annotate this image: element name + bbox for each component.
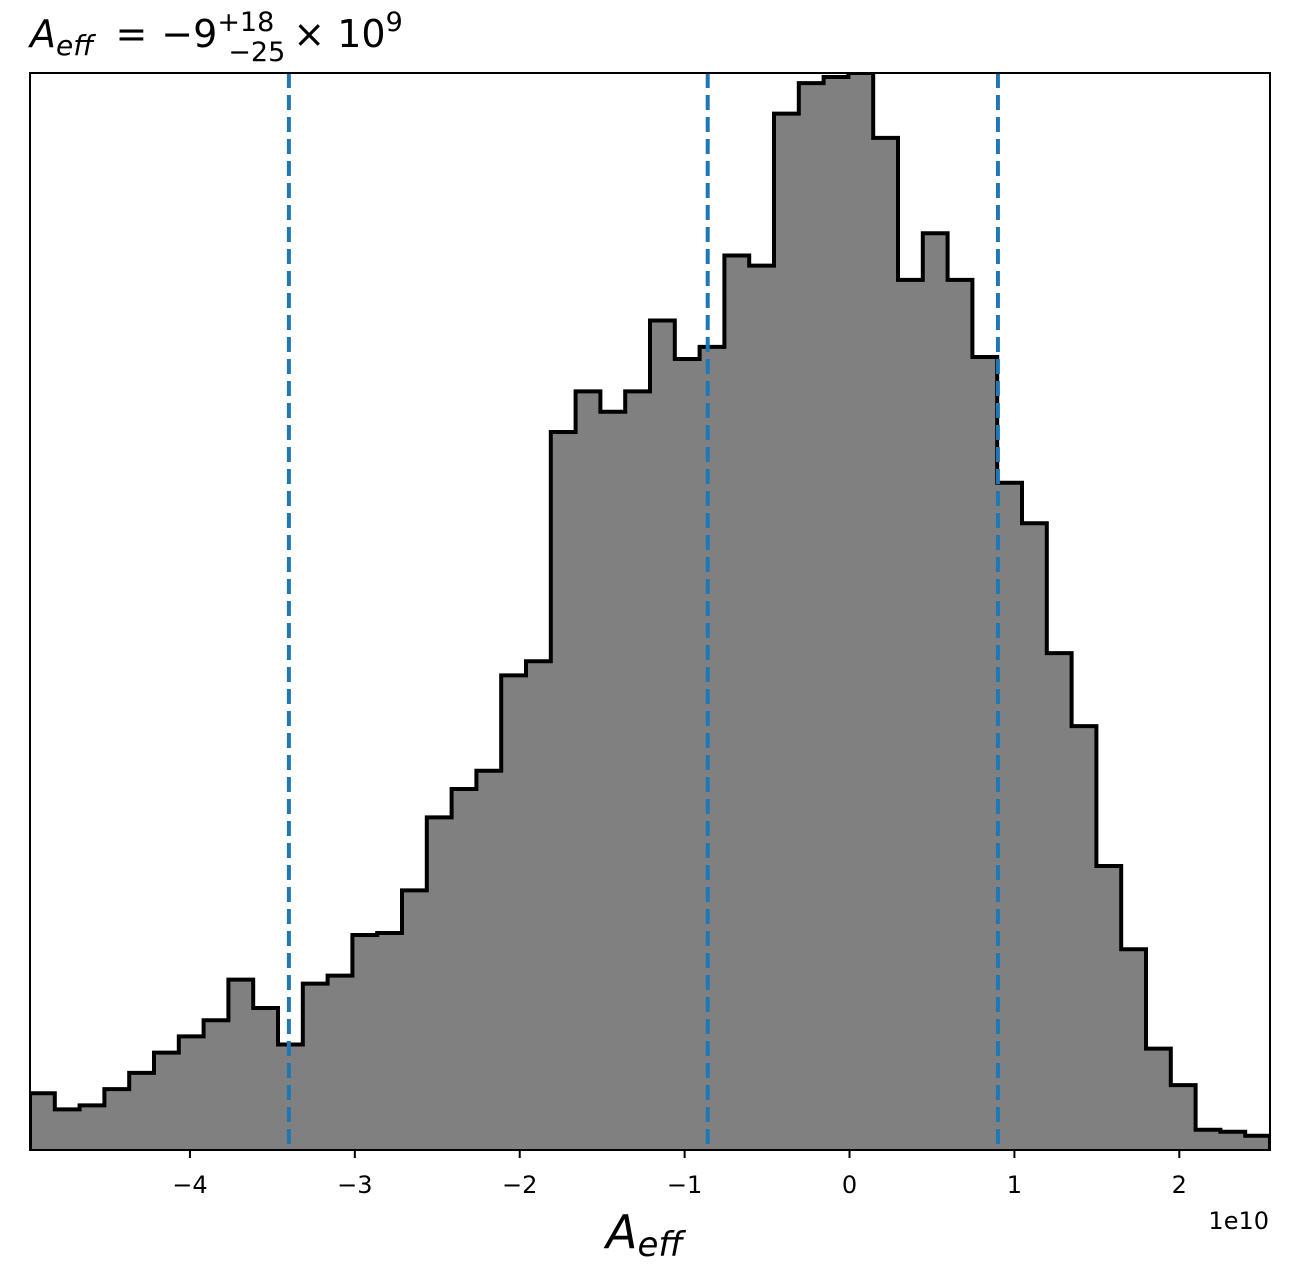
histogram-bar — [1245, 1135, 1270, 1150]
histogram-bar — [997, 482, 1023, 1150]
x-tick-label: −3 — [337, 1171, 372, 1199]
histogram-bar — [228, 979, 254, 1150]
histogram-bar — [377, 932, 403, 1150]
histogram-outline — [30, 73, 1270, 1150]
title-equals: = — [115, 12, 147, 56]
histogram-bar — [947, 279, 973, 1150]
x-axis-label-sub: eff — [637, 1225, 686, 1265]
histogram-bar — [798, 83, 825, 1150]
histogram-bar — [1022, 523, 1048, 1150]
histogram-bar — [972, 356, 998, 1150]
histogram-bar — [104, 1089, 130, 1150]
histogram-bar — [476, 770, 502, 1150]
x-tick-label: −2 — [502, 1171, 537, 1199]
x-tick-label: 0 — [842, 1171, 857, 1199]
histogram-bar — [898, 279, 924, 1150]
histogram-bar — [302, 983, 329, 1150]
histogram-bar — [1046, 653, 1073, 1150]
histogram-bar — [600, 411, 626, 1150]
histogram-bar — [1071, 726, 1097, 1150]
title-times: × 10 — [293, 12, 385, 56]
histogram-bar — [253, 1008, 279, 1150]
histogram-bar — [1170, 1085, 1197, 1150]
histogram-bar — [451, 788, 477, 1150]
x-tick-label: 2 — [1172, 1171, 1187, 1199]
x-tick-label: 1 — [1007, 1171, 1022, 1199]
x-offset-label: 1e10 — [1208, 1207, 1269, 1235]
histogram-bar — [1220, 1131, 1246, 1150]
title-sup: +18 — [217, 7, 274, 38]
title-value: −9 — [161, 12, 217, 56]
histogram-bar — [774, 113, 800, 1150]
x-tick-label: −1 — [667, 1171, 702, 1199]
plot-area: −4 −3 −2 −1 0 1 2 — [29, 72, 1289, 1199]
histogram-bar — [327, 975, 353, 1150]
plot-frame — [29, 72, 1271, 1151]
x-axis-label: Aeff — [603, 1205, 686, 1265]
title-symbol-sub: eff — [56, 29, 96, 62]
histogram-bar — [79, 1105, 105, 1150]
histogram-bar — [848, 73, 874, 1150]
histogram-bar — [54, 1109, 81, 1150]
histogram-bar — [873, 137, 899, 1150]
histogram-bar — [30, 1093, 56, 1150]
histogram-bar — [724, 255, 750, 1150]
histogram-bar — [1121, 949, 1147, 1150]
title-symbol: A — [27, 12, 56, 56]
histogram-bar — [550, 432, 577, 1150]
histogram-bar — [426, 817, 453, 1150]
histogram-bar — [501, 675, 527, 1150]
histogram-bar — [823, 77, 849, 1150]
histogram-bar — [749, 265, 775, 1150]
histogram-bar — [526, 661, 552, 1150]
histogram-bar — [129, 1072, 155, 1150]
histogram-bar — [650, 320, 676, 1150]
title-exponent: 9 — [386, 7, 403, 38]
histogram-bar — [203, 1020, 229, 1150]
histogram-bar — [154, 1052, 180, 1150]
histogram-bar — [1270, 1148, 1289, 1150]
histogram-bar — [575, 391, 601, 1150]
histogram-bar — [674, 358, 701, 1150]
histogram-bar — [402, 890, 428, 1150]
histogram-bar — [922, 233, 949, 1150]
histogram-bar — [1096, 866, 1122, 1150]
histogram-bars — [30, 73, 1289, 1150]
histogram-bar — [699, 346, 725, 1150]
histogram-bar — [1146, 1048, 1172, 1150]
histogram-bar — [352, 935, 378, 1150]
histogram-bar — [625, 391, 651, 1150]
chart-title: Aeff = −9+18 −25 × 109 — [27, 7, 403, 68]
histogram-bar — [1195, 1129, 1221, 1150]
x-tick-label: −4 — [172, 1171, 207, 1199]
x-axis-label-symbol: A — [603, 1205, 637, 1259]
title-sub: −25 — [228, 37, 285, 68]
histogram-bar — [178, 1036, 205, 1150]
